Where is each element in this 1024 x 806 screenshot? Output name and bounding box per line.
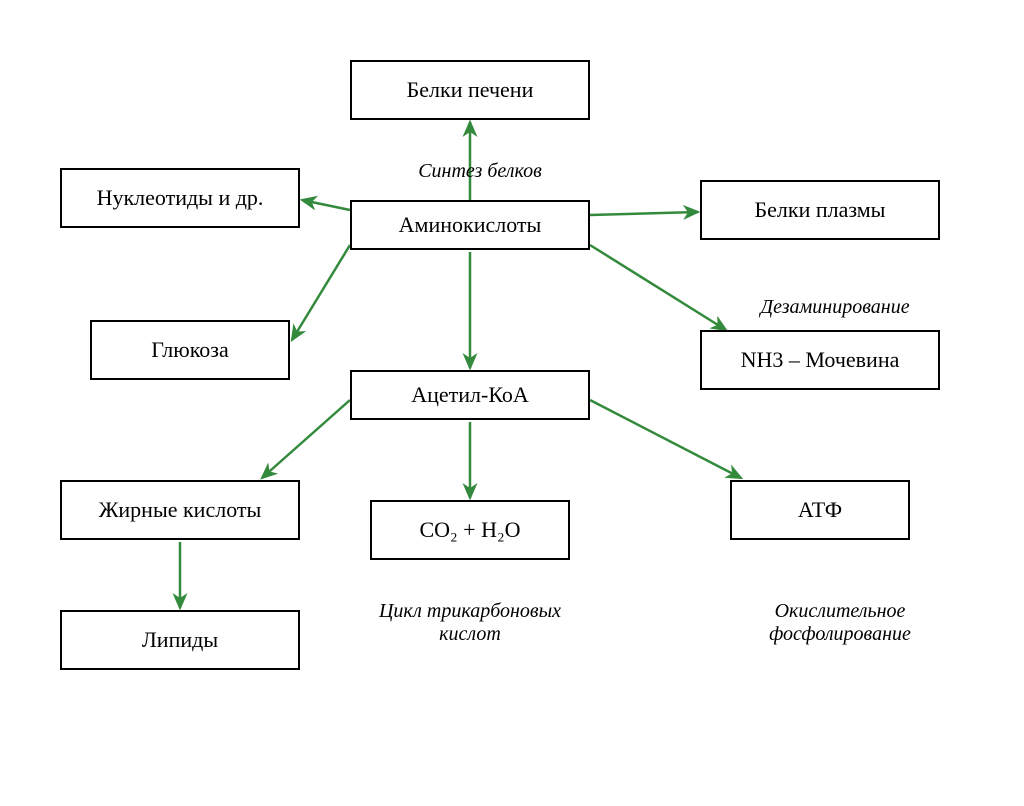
node-nh3-urea: NH3 – Мочевина [700,330,940,390]
node-label: Белки плазмы [755,197,886,223]
edge-amino-acids-to-nucleotides [302,200,350,210]
node-label: Нуклеотиды и др. [97,185,264,211]
label-tca-cycle: Цикл трикарбоновых кислот [350,600,590,646]
edge-amino-acids-to-plasma-proteins [590,212,698,215]
label-protein-synthesis: Синтез белков [380,160,580,183]
label-text: Цикл трикарбоновых кислот [379,600,561,645]
node-nucleotides: Нуклеотиды и др. [60,168,300,228]
edge-acetyl-coa-to-atp [590,400,741,478]
node-label: Аминокислоты [399,212,542,238]
node-label: Жирные кислоты [99,497,262,523]
edge-amino-acids-to-nh3-urea [590,245,726,330]
node-amino-acids: Аминокислоты [350,200,590,250]
label-deamination: Дезаминирование [730,296,940,319]
node-fatty-acids: Жирные кислоты [60,480,300,540]
node-acetyl-coa: Ацетил-КоА [350,370,590,420]
node-label: NH3 – Мочевина [741,347,900,373]
node-glucose: Глюкоза [90,320,290,380]
label-ox-phos: Окислительное фосфолирование [720,600,960,646]
edge-acetyl-coa-to-fatty-acids [262,400,350,478]
node-label: CO₂ + H₂O [419,517,520,543]
label-text: Дезаминирование [760,296,909,318]
label-text: Синтез белков [418,160,542,182]
node-label: Ацетил-КоА [411,382,529,408]
node-label: АТФ [798,497,842,523]
node-plasma-proteins: Белки плазмы [700,180,940,240]
node-label: Липиды [142,627,218,653]
node-lipids: Липиды [60,610,300,670]
node-label: Глюкоза [151,337,229,363]
node-atp: АТФ [730,480,910,540]
node-co2-h2o: CO₂ + H₂O [370,500,570,560]
node-liver-proteins: Белки печени [350,60,590,120]
node-label: Белки печени [407,77,534,103]
edge-amino-acids-to-glucose [292,245,350,340]
label-text: Окислительное фосфолирование [769,600,911,645]
